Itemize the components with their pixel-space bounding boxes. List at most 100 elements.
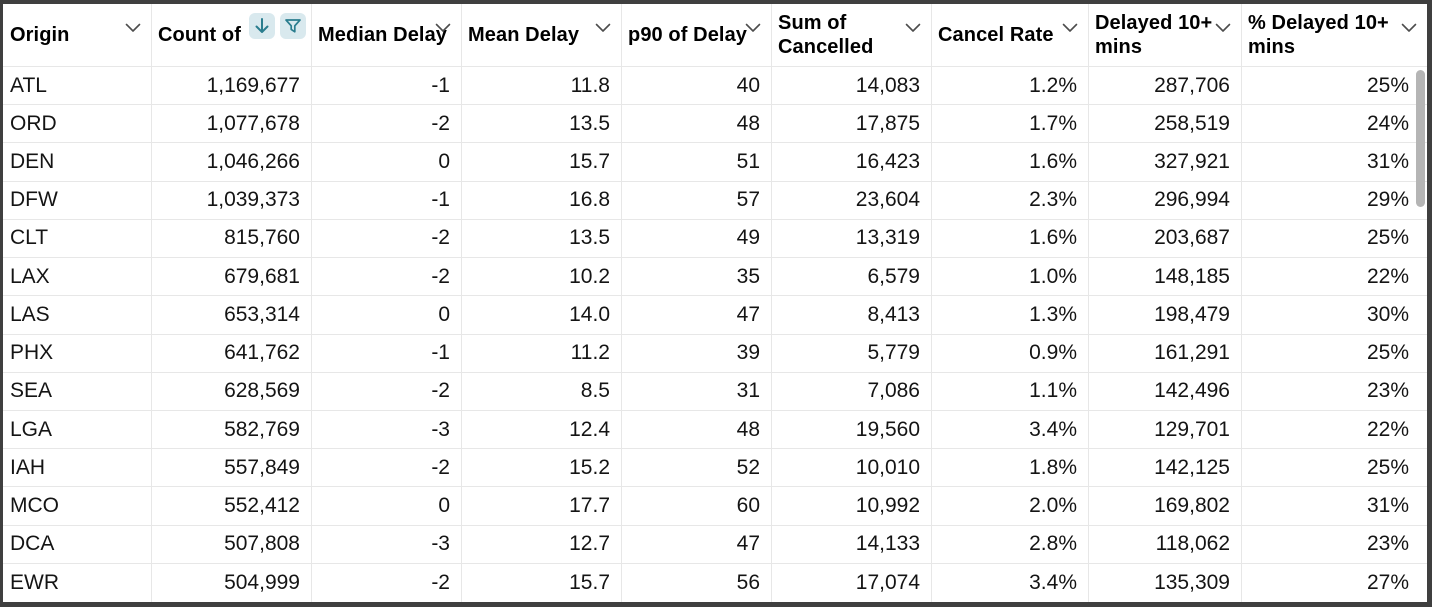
- chevron-down-icon[interactable]: [905, 20, 921, 32]
- cell-mean-delay: 15.7: [462, 143, 622, 182]
- table-row: DEN 1,046,266 0 15.7 51 16,423 1.6% 327,921 31%: [3, 143, 1427, 182]
- chevron-down-icon[interactable]: [595, 20, 611, 32]
- cell-mean-delay: 11.2: [462, 334, 622, 373]
- cell-delayed-10: 135,309: [1089, 563, 1242, 602]
- cell-origin: DEN: [3, 143, 152, 182]
- column-header-p90-delay[interactable]: p90 of Delay: [622, 4, 772, 67]
- table-row: LGA 582,769 -3 12.4 48 19,560 3.4% 129,701 22%: [3, 410, 1427, 450]
- cell-median-delay: -2: [312, 105, 462, 144]
- cell-cancel-rate: 2.8%: [932, 525, 1089, 564]
- chevron-down-icon[interactable]: [745, 20, 761, 32]
- cell-median-delay: 0: [312, 143, 462, 182]
- cell-median-delay: -3: [312, 410, 462, 450]
- cell-cancel-rate: 3.4%: [932, 410, 1089, 450]
- cell-pct-delayed-10: 22%: [1242, 258, 1427, 297]
- cell-sum-cancelled: 17,875: [772, 105, 932, 144]
- cell-mean-delay: 13.5: [462, 219, 622, 259]
- column-header-count[interactable]: Count of: [152, 4, 312, 67]
- table-row: EWR 504,999 -2 15.7 56 17,074 3.4% 135,309 27%: [3, 563, 1427, 602]
- sort-descending-icon[interactable]: [249, 13, 275, 39]
- cell-origin: DCA: [3, 525, 152, 564]
- cell-p90-delay: 47: [622, 296, 772, 335]
- cell-count: 815,760: [152, 219, 312, 259]
- cell-pct-delayed-10: 22%: [1242, 410, 1427, 450]
- column-header-pct-delayed-10[interactable]: % Delayed 10+ mins: [1242, 4, 1427, 67]
- chevron-down-icon[interactable]: [1062, 20, 1078, 32]
- cell-count: 641,762: [152, 334, 312, 373]
- cell-p90-delay: 49: [622, 219, 772, 259]
- cell-mean-delay: 10.2: [462, 258, 622, 297]
- table-body: ATL 1,169,677 -1 11.8 40 14,083 1.2% 287,706 25%…: [3, 67, 1427, 602]
- cell-delayed-10: 327,921: [1089, 143, 1242, 182]
- table-row: DFW 1,039,373 -1 16.8 57 23,604 2.3% 296,994 29%: [3, 181, 1427, 220]
- column-header-mean-delay[interactable]: Mean Delay: [462, 4, 622, 67]
- column-header-origin[interactable]: Origin: [3, 4, 152, 67]
- cell-count: 1,039,373: [152, 181, 312, 220]
- cell-cancel-rate: 2.3%: [932, 181, 1089, 220]
- cell-pct-delayed-10: 25%: [1242, 67, 1427, 106]
- cell-origin: CLT: [3, 219, 152, 259]
- cell-count: 507,808: [152, 525, 312, 564]
- cell-p90-delay: 35: [622, 258, 772, 297]
- cell-cancel-rate: 1.7%: [932, 105, 1089, 144]
- cell-sum-cancelled: 16,423: [772, 143, 932, 182]
- table-row: PHX 641,762 -1 11.2 39 5,779 0.9% 161,291 25%: [3, 334, 1427, 373]
- cell-sum-cancelled: 14,133: [772, 525, 932, 564]
- cell-p90-delay: 40: [622, 67, 772, 106]
- cell-pct-delayed-10: 23%: [1242, 525, 1427, 564]
- cell-p90-delay: 56: [622, 563, 772, 602]
- cell-p90-delay: 31: [622, 372, 772, 411]
- cell-count: 1,077,678: [152, 105, 312, 144]
- cell-median-delay: -1: [312, 334, 462, 373]
- cell-count: 557,849: [152, 449, 312, 488]
- cell-pct-delayed-10: 25%: [1242, 219, 1427, 259]
- column-header-label: Count of: [158, 24, 241, 46]
- cell-p90-delay: 51: [622, 143, 772, 182]
- column-header-sum-cancelled[interactable]: Sum of Cancelled: [772, 4, 932, 67]
- column-header-label: Median Delay: [318, 24, 448, 46]
- cell-sum-cancelled: 10,010: [772, 449, 932, 488]
- filter-icon[interactable]: [280, 13, 306, 39]
- cell-pct-delayed-10: 24%: [1242, 105, 1427, 144]
- cell-mean-delay: 14.0: [462, 296, 622, 335]
- cell-pct-delayed-10: 27%: [1242, 563, 1427, 602]
- vertical-scrollbar-thumb[interactable]: [1416, 70, 1425, 207]
- cell-count: 1,169,677: [152, 67, 312, 106]
- column-header-median-delay[interactable]: Median Delay: [312, 4, 462, 67]
- cell-sum-cancelled: 19,560: [772, 410, 932, 450]
- table-row: DCA 507,808 -3 12.7 47 14,133 2.8% 118,062 23%: [3, 525, 1427, 564]
- cell-pct-delayed-10: 31%: [1242, 487, 1427, 526]
- cell-count: 582,769: [152, 410, 312, 450]
- cell-p90-delay: 47: [622, 525, 772, 564]
- cell-origin: EWR: [3, 563, 152, 602]
- cell-mean-delay: 11.8: [462, 67, 622, 106]
- cell-origin: MCO: [3, 487, 152, 526]
- cell-sum-cancelled: 23,604: [772, 181, 932, 220]
- cell-origin: ORD: [3, 105, 152, 144]
- column-header-delayed-10[interactable]: Delayed 10+ mins: [1089, 4, 1242, 67]
- cell-median-delay: -2: [312, 372, 462, 411]
- chevron-down-icon[interactable]: [435, 20, 451, 32]
- cell-mean-delay: 12.4: [462, 410, 622, 450]
- table-row: MCO 552,412 0 17.7 60 10,992 2.0% 169,802 31%: [3, 487, 1427, 526]
- cell-median-delay: -1: [312, 67, 462, 106]
- table-row: LAS 653,314 0 14.0 47 8,413 1.3% 198,479 30%: [3, 296, 1427, 335]
- cell-sum-cancelled: 13,319: [772, 219, 932, 259]
- cell-delayed-10: 129,701: [1089, 410, 1242, 450]
- cell-sum-cancelled: 6,579: [772, 258, 932, 297]
- cell-p90-delay: 52: [622, 449, 772, 488]
- cell-delayed-10: 258,519: [1089, 105, 1242, 144]
- table-row: SEA 628,569 -2 8.5 31 7,086 1.1% 142,496 23%: [3, 372, 1427, 411]
- chevron-down-icon[interactable]: [125, 20, 141, 32]
- cell-median-delay: -2: [312, 219, 462, 259]
- cell-delayed-10: 296,994: [1089, 181, 1242, 220]
- column-header-cancel-rate[interactable]: Cancel Rate: [932, 4, 1089, 67]
- cell-origin: PHX: [3, 334, 152, 373]
- cell-cancel-rate: 1.1%: [932, 372, 1089, 411]
- cell-mean-delay: 17.7: [462, 487, 622, 526]
- chevron-down-icon[interactable]: [1401, 20, 1417, 32]
- column-header-label: Mean Delay: [468, 24, 580, 46]
- cell-p90-delay: 48: [622, 410, 772, 450]
- cell-median-delay: -2: [312, 258, 462, 297]
- chevron-down-icon[interactable]: [1215, 20, 1231, 32]
